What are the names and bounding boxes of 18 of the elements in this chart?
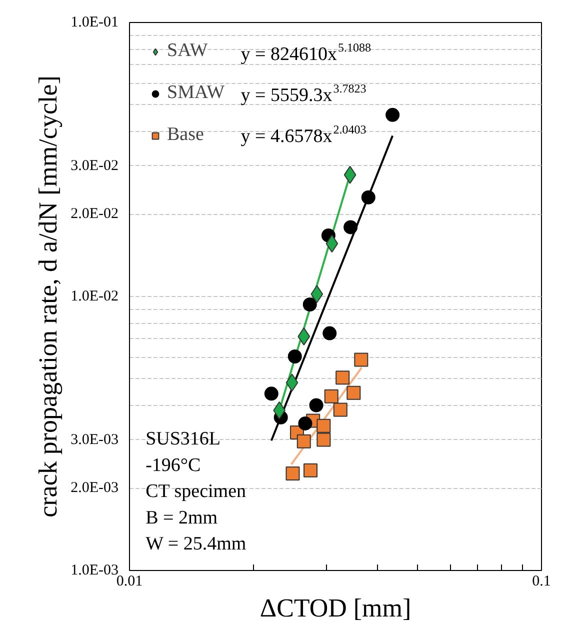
annotation: CT specimen	[146, 481, 247, 502]
annotation: SUS316L	[146, 428, 221, 450]
annotation: B = 2mm	[146, 507, 218, 528]
annotation: -196°C	[146, 454, 201, 476]
y-tick-label: 2.0E-02	[70, 206, 119, 222]
x-axis-title: ΔCTOD [mm]	[260, 594, 412, 622]
x-tick-label: 0.01	[116, 574, 143, 590]
y-tick-label: 3.0E-03	[70, 432, 119, 448]
legend-label: SMAW	[167, 82, 225, 104]
y-axis-title: crack propagation rate, d a/dN [mm/cycle]	[34, 76, 63, 518]
y-tick-label: 3.0E-02	[70, 158, 119, 174]
legend-label: Base	[167, 124, 204, 146]
x-tick-label: 0.1	[532, 574, 551, 590]
y-tick-label: 2.0E-03	[70, 480, 119, 496]
y-tick-label: 1.0E-01	[70, 14, 119, 30]
y-tick-label: 1.0E-02	[70, 288, 119, 304]
annotation: W = 25.4mm	[146, 534, 246, 555]
legend-label: SAW	[167, 40, 208, 62]
